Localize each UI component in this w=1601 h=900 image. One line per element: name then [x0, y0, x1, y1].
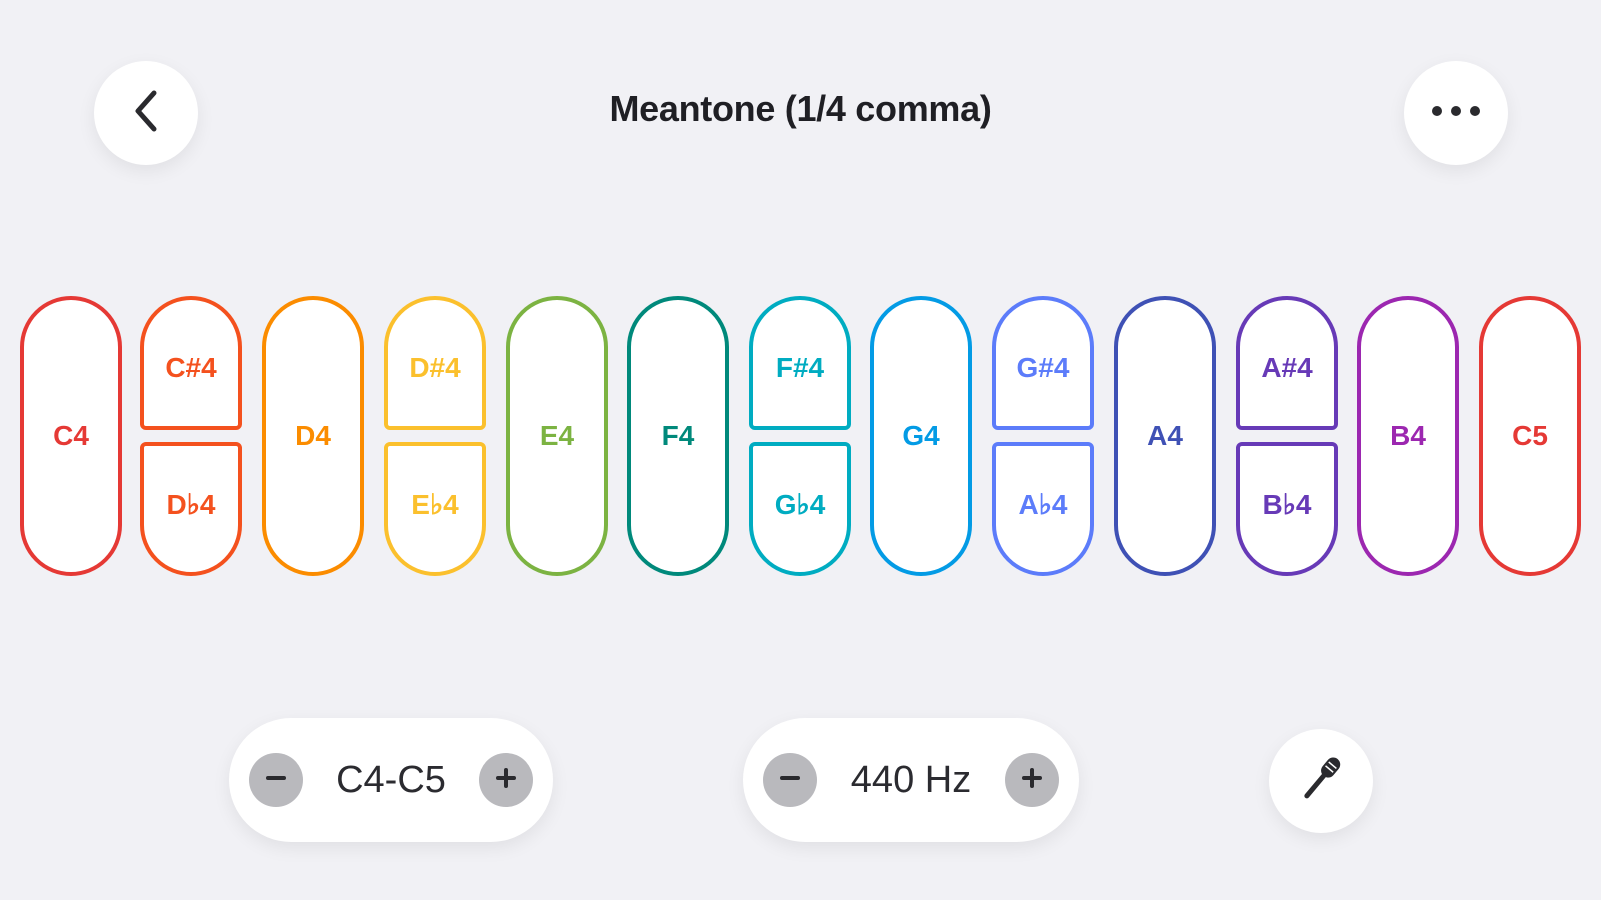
key-label: D4 — [295, 420, 331, 451]
key-label: G#4 — [1016, 352, 1070, 383]
key-f4[interactable]: F4 — [627, 296, 729, 576]
key-label: D#4 — [409, 352, 461, 383]
key-label: A♭4 — [1018, 488, 1068, 520]
range-stepper: C4-C5 — [229, 718, 553, 842]
key-f-sharp-4[interactable]: F#4 — [749, 296, 851, 430]
key-label: A4 — [1147, 420, 1183, 451]
key-b-flat-4[interactable]: B♭4 — [1236, 442, 1338, 576]
key-e4[interactable]: E4 — [506, 296, 608, 576]
key-d4[interactable]: D4 — [262, 296, 364, 576]
key-g-sharp-4[interactable]: G#4 — [992, 296, 1094, 430]
frequency-decrement-button[interactable] — [763, 753, 817, 807]
range-increment-button[interactable] — [479, 753, 533, 807]
key-label: D♭4 — [166, 488, 216, 520]
note-keys: C4 C#4 D♭4 D4 D#4 E♭4 E4 F4 F#4 G♭4 G4 — [0, 296, 1601, 580]
key-a-sharp-4[interactable]: A#4 — [1236, 296, 1338, 430]
key-label: A#4 — [1261, 352, 1313, 383]
frequency-value: 440 Hz — [850, 758, 972, 801]
key-d-sharp-4[interactable]: D#4 — [384, 296, 486, 430]
key-pair-c-sharp: C#4 D♭4 — [140, 296, 242, 576]
key-pair-d-sharp: D#4 E♭4 — [384, 296, 486, 576]
key-g-flat-4[interactable]: G♭4 — [749, 442, 851, 576]
chevron-left-icon — [128, 87, 164, 140]
key-c-sharp-4[interactable]: C#4 — [140, 296, 242, 430]
frequency-increment-button[interactable] — [1005, 753, 1059, 807]
plus-icon — [493, 765, 519, 796]
more-options-button[interactable] — [1404, 61, 1508, 165]
plus-icon — [1019, 765, 1045, 796]
key-pair-a-sharp: A#4 B♭4 — [1236, 296, 1338, 576]
key-label: G♭4 — [774, 488, 826, 520]
key-pair-g-sharp: G#4 A♭4 — [992, 296, 1094, 576]
range-decrement-button[interactable] — [249, 753, 303, 807]
microphone-button[interactable] — [1269, 729, 1373, 833]
minus-icon — [777, 765, 803, 796]
page-title: Meantone (1/4 comma) — [609, 88, 992, 129]
key-c5[interactable]: C5 — [1479, 296, 1581, 576]
key-label: F#4 — [775, 352, 825, 383]
key-label: E♭4 — [411, 488, 459, 520]
range-value: C4-C5 — [336, 758, 446, 801]
key-label: F4 — [661, 420, 695, 451]
key-e-flat-4[interactable]: E♭4 — [384, 442, 486, 576]
key-c4[interactable]: C4 — [20, 296, 122, 576]
key-d-flat-4[interactable]: D♭4 — [140, 442, 242, 576]
key-a4[interactable]: A4 — [1114, 296, 1216, 576]
key-b4[interactable]: B4 — [1357, 296, 1459, 576]
key-pair-f-sharp: F#4 G♭4 — [749, 296, 851, 576]
back-button[interactable] — [94, 61, 198, 165]
microphone-icon — [1291, 749, 1351, 814]
key-label: C#4 — [165, 352, 217, 383]
key-a-flat-4[interactable]: A♭4 — [992, 442, 1094, 576]
frequency-stepper: 440 Hz — [743, 718, 1079, 842]
key-g4[interactable]: G4 — [870, 296, 972, 576]
minus-icon — [263, 765, 289, 796]
key-label: B♭4 — [1262, 488, 1312, 520]
key-label: C5 — [1512, 420, 1548, 451]
key-label: B4 — [1390, 420, 1426, 451]
key-label: C4 — [53, 420, 89, 451]
ellipsis-icon — [1430, 104, 1482, 123]
key-label: G4 — [902, 420, 940, 451]
key-label: E4 — [539, 420, 575, 451]
